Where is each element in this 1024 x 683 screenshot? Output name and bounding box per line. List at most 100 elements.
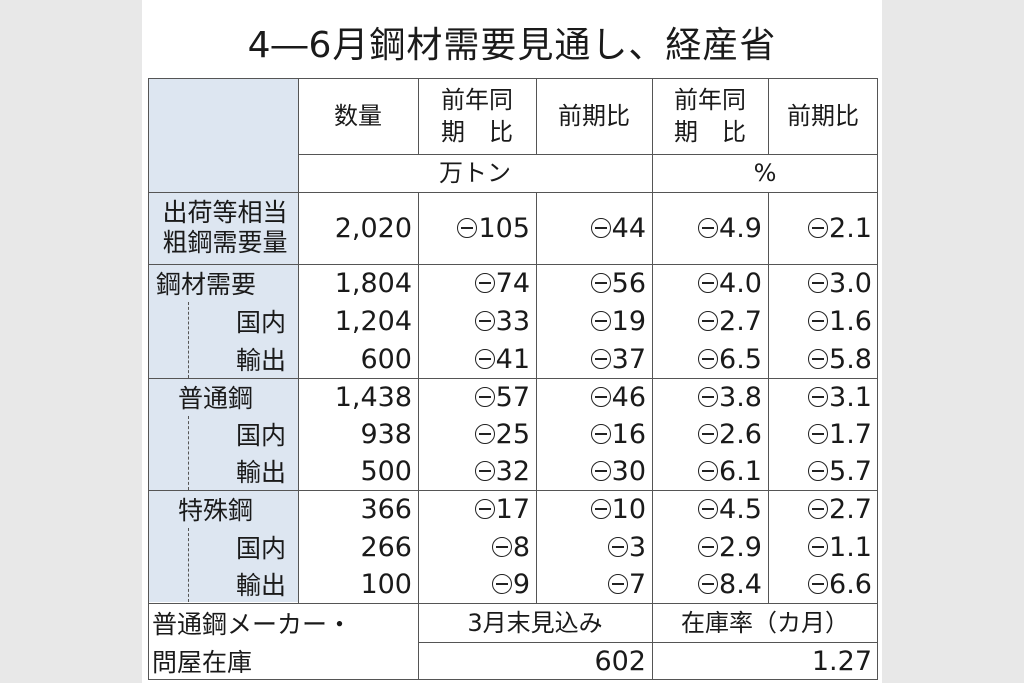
negative-value: 25 (474, 418, 530, 450)
cell-yoy: 32 (418, 452, 536, 490)
cell-value: 2.6 (719, 418, 762, 450)
negative-value: 9 (491, 568, 530, 600)
cell-qoq: 7 (536, 566, 652, 602)
cell-yoy-pct: 4.9 (652, 192, 768, 264)
circled-minus-icon (698, 218, 719, 238)
cell-yoy-pct: 6.5 (652, 340, 768, 378)
cell-value: 2.7 (719, 305, 762, 337)
cell-qoq-pct: 1.7 (768, 416, 878, 452)
grid-line-yoy-col (536, 78, 537, 154)
cell-value: 57 (495, 381, 530, 413)
negative-value: 8.4 (698, 569, 762, 600)
circled-minus-icon (474, 349, 495, 369)
grid-line-label-col (298, 78, 299, 603)
row-label-crude-steel: 出荷等相当 粗鋼需要量 (148, 192, 298, 264)
grid-line-yoypct-col-body (768, 192, 769, 603)
circled-minus-icon (808, 574, 829, 594)
grid-line-row7 (148, 490, 878, 491)
negative-value: 3.8 (698, 382, 762, 413)
cell-value: 33 (495, 305, 530, 337)
row-label-ordinary-steel: 普通鋼 (178, 384, 254, 413)
cell-yoy-pct: 4.5 (652, 490, 768, 528)
circled-minus-icon (808, 311, 829, 331)
cell-yoy-pct: 2.6 (652, 416, 768, 452)
circled-minus-icon (474, 273, 495, 293)
cell-qoq-pct: 2.1 (768, 192, 878, 264)
cell-value: 5.8 (829, 343, 872, 375)
negative-value: 2.7 (808, 494, 872, 525)
negative-value: 5.8 (808, 344, 872, 375)
cell-value: 4.5 (719, 493, 762, 525)
circled-minus-icon (808, 461, 829, 481)
circled-minus-icon (698, 574, 719, 594)
negative-value: 37 (590, 343, 646, 375)
circled-minus-icon (808, 499, 829, 519)
cell-value: 7 (628, 568, 646, 600)
row-label-steel-export: 輸出 (236, 346, 287, 375)
grid-line-header-bottom (148, 192, 878, 193)
grid-line-top (148, 78, 878, 79)
circled-minus-icon (457, 218, 478, 238)
col-header-quantity: 数量 (334, 102, 382, 130)
circled-minus-icon (808, 424, 829, 444)
cell-value: 2.7 (829, 493, 872, 525)
cell-qoq: 56 (536, 264, 652, 302)
cell-qoq: 46 (536, 378, 652, 416)
grid-line-yoypct-col (768, 78, 769, 154)
negative-value: 46 (590, 381, 646, 413)
circled-minus-icon (590, 424, 611, 444)
circled-minus-icon (474, 387, 495, 407)
circled-minus-icon (590, 349, 611, 369)
negative-value: 19 (590, 306, 646, 337)
col-header-qoq-pct: 前期比 (787, 102, 859, 130)
negative-value: 3.1 (808, 382, 872, 413)
circled-minus-icon (698, 499, 719, 519)
row-label-ordinary-domestic: 国内 (236, 421, 287, 450)
cell-yoy: 8 (418, 528, 536, 566)
negative-value: 7 (607, 568, 646, 600)
circled-minus-icon (698, 273, 719, 293)
grid-line-body-bottom (148, 603, 878, 604)
cell-value: 37 (611, 343, 646, 375)
header-corner (148, 78, 298, 192)
cell-quantity: 1,438 (334, 381, 412, 413)
row-label-special-export: 輸出 (236, 571, 287, 600)
negative-value: 17 (474, 494, 530, 525)
inventory-end-march-header: 3月末見込み (467, 609, 603, 637)
negative-value: 1.7 (808, 419, 872, 450)
cell-yoy-pct: 3.8 (652, 378, 768, 416)
circled-minus-icon (698, 537, 719, 557)
row-label-steel-demand: 鋼材需要 (156, 270, 257, 299)
bracket-steel-demand (188, 302, 189, 378)
cell-value: 9 (512, 568, 530, 600)
circled-minus-icon (590, 499, 611, 519)
cell-value: 74 (495, 267, 530, 299)
circled-minus-icon (607, 537, 628, 557)
cell-yoy: 9 (418, 566, 536, 602)
cell-qoq-pct: 1.6 (768, 302, 878, 340)
cell-yoy-pct: 6.1 (652, 452, 768, 490)
negative-value: 3 (607, 532, 646, 563)
row-label-crude-steel-line2: 粗鋼需要量 (162, 228, 288, 257)
cell-qoq-pct: 2.7 (768, 490, 878, 528)
cell-yoy-pct: 8.4 (652, 566, 768, 602)
cell-yoy: 41 (418, 340, 536, 378)
cell-value: 3.1 (829, 381, 872, 413)
circled-minus-icon (474, 424, 495, 444)
cell-yoy: 17 (418, 490, 536, 528)
row-labels-shade (148, 192, 298, 602)
cell-value: 25 (495, 418, 530, 450)
cell-quantity: 266 (360, 531, 412, 563)
row-label-special-domestic: 国内 (236, 534, 287, 563)
cell-qoq: 30 (536, 452, 652, 490)
cell-value: 46 (611, 381, 646, 413)
negative-value: 5.7 (808, 456, 872, 487)
cell-value: 3.0 (829, 267, 872, 299)
circled-minus-icon (491, 574, 512, 594)
grid-line-row4 (148, 378, 878, 379)
row-label-crude-steel-line1: 出荷等相当 (162, 198, 288, 227)
negative-value: 1.1 (808, 532, 872, 563)
unit-tons: 万トン (439, 159, 511, 187)
cell-value: 8 (512, 531, 530, 563)
negative-value: 74 (474, 267, 530, 299)
